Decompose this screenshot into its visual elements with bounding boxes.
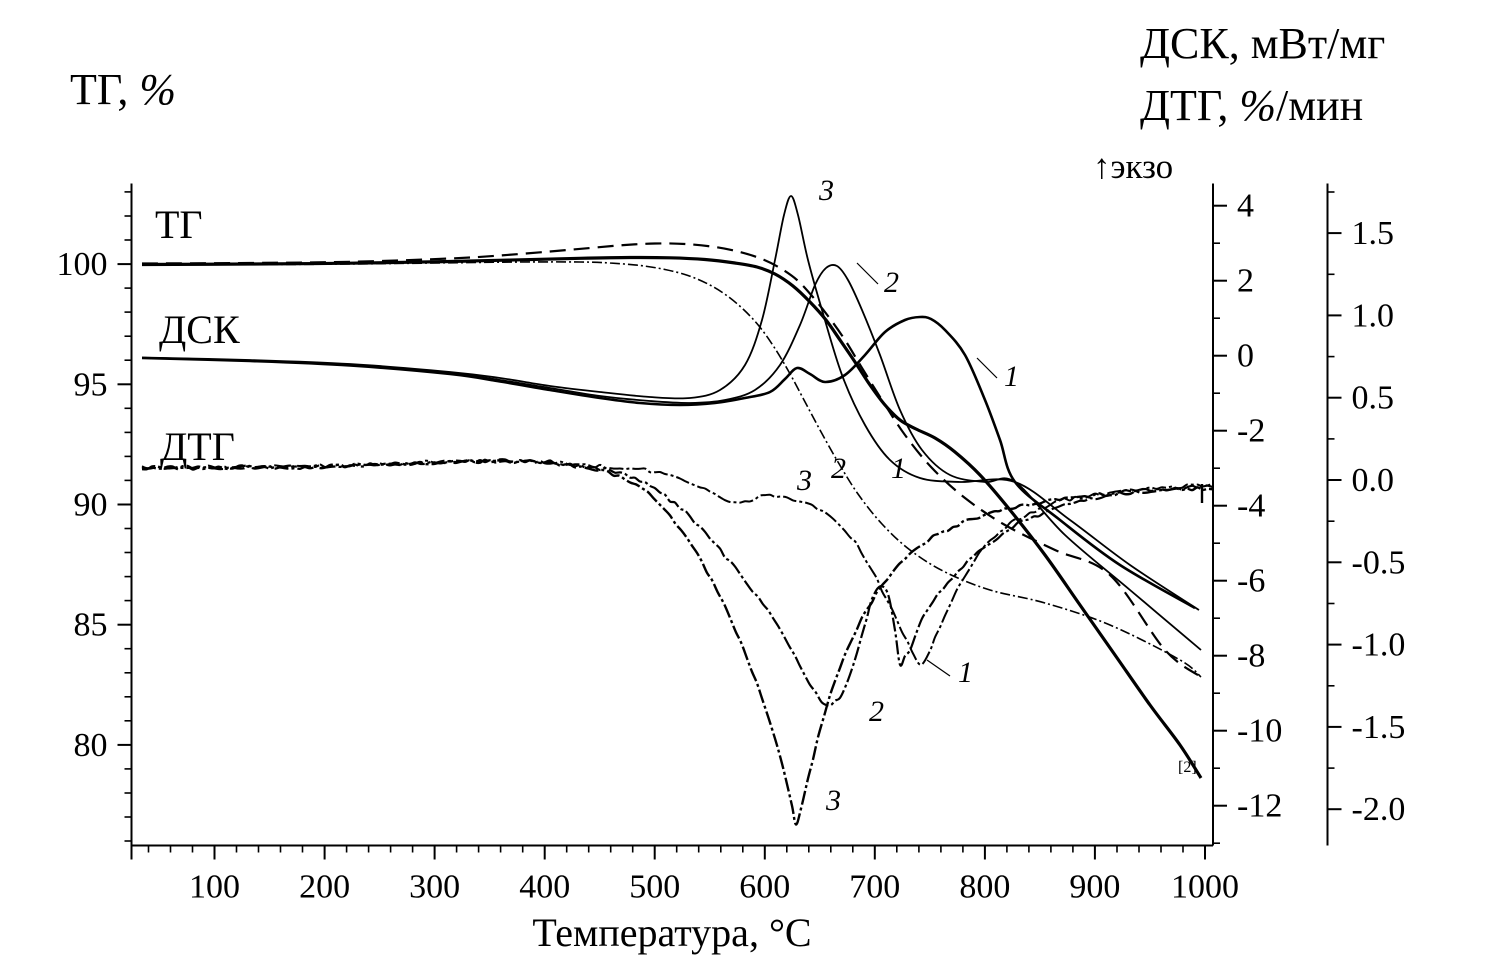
- svg-text:1.0: 1.0: [1352, 297, 1395, 334]
- svg-text:-2: -2: [1237, 413, 1265, 450]
- svg-text:-2.0: -2.0: [1352, 791, 1406, 828]
- svg-text:-0.5: -0.5: [1352, 544, 1406, 581]
- svg-text:-8: -8: [1237, 638, 1265, 675]
- svg-text:[2]: [2]: [1178, 759, 1197, 776]
- svg-text:500: 500: [629, 869, 680, 906]
- svg-text:ТГ: ТГ: [155, 202, 203, 247]
- svg-text:0: 0: [1237, 338, 1254, 375]
- svg-text:3: 3: [818, 174, 834, 207]
- svg-text:100: 100: [57, 246, 108, 283]
- svg-text:2: 2: [869, 695, 884, 728]
- svg-text:0.5: 0.5: [1352, 380, 1395, 417]
- svg-text:100: 100: [189, 869, 240, 906]
- svg-text:0.0: 0.0: [1352, 462, 1395, 499]
- svg-text:ДСК: ДСК: [159, 307, 240, 352]
- svg-text:900: 900: [1069, 869, 1120, 906]
- svg-text:200: 200: [299, 869, 350, 906]
- svg-text:400: 400: [519, 869, 570, 906]
- svg-text:ДТГ, %/мин: ДТГ, %/мин: [1140, 81, 1363, 130]
- svg-text:1.5: 1.5: [1352, 215, 1395, 252]
- svg-text:↑экзо: ↑экзо: [1093, 147, 1173, 186]
- svg-text:1: 1: [891, 452, 906, 485]
- svg-text:2: 2: [884, 266, 899, 299]
- svg-text:-10: -10: [1237, 713, 1282, 750]
- svg-text:700: 700: [849, 869, 900, 906]
- svg-text:ДТГ: ДТГ: [160, 424, 235, 469]
- svg-text:80: 80: [74, 727, 108, 764]
- svg-text:600: 600: [739, 869, 790, 906]
- svg-text:95: 95: [74, 366, 108, 403]
- svg-text:3: 3: [825, 784, 841, 817]
- svg-text:4: 4: [1237, 188, 1254, 225]
- svg-text:90: 90: [74, 487, 108, 524]
- svg-text:2: 2: [1237, 263, 1254, 300]
- svg-text:85: 85: [74, 607, 108, 644]
- svg-text:Температура, °C: Температура, °C: [532, 910, 811, 955]
- svg-text:800: 800: [959, 869, 1010, 906]
- svg-text:1000: 1000: [1171, 869, 1239, 906]
- svg-text:1: 1: [958, 656, 973, 689]
- svg-text:ДСК, мВт/мг: ДСК, мВт/мг: [1140, 19, 1385, 68]
- svg-text:2: 2: [831, 452, 846, 485]
- svg-text:-4: -4: [1237, 488, 1265, 525]
- svg-text:-12: -12: [1237, 788, 1282, 825]
- svg-text:-1.0: -1.0: [1352, 627, 1406, 664]
- svg-text:1: 1: [1004, 360, 1019, 393]
- svg-text:3: 3: [796, 464, 812, 497]
- svg-text:-1.5: -1.5: [1352, 709, 1406, 746]
- svg-text:300: 300: [409, 869, 460, 906]
- svg-text:ТГ, %: ТГ, %: [70, 65, 176, 114]
- svg-text:-6: -6: [1237, 563, 1265, 600]
